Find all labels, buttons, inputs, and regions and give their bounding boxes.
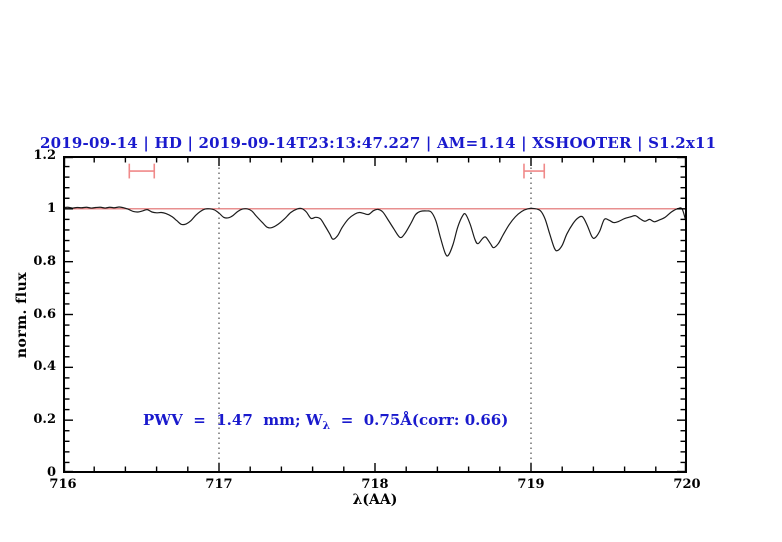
y-tick-label: 0	[46, 465, 56, 480]
y-tick-label: 0.2	[33, 412, 56, 428]
y-tick-label: 1	[46, 200, 56, 216]
y-tick-label: 0.8	[33, 253, 56, 269]
x-tick-label: 717	[205, 477, 233, 492]
y-axis-title: norm. flux	[14, 271, 30, 359]
x-tick-label: 716	[49, 477, 77, 492]
plot-title: 2019-09-14 | HD | 2019-09-14T23:13:47.22…	[40, 134, 717, 152]
x-axis-title: λ(AA)	[352, 492, 398, 508]
observed-spectrum-curve	[63, 206, 687, 257]
y-tick-label: 1.2	[33, 148, 56, 163]
pwv-annotation-suffix: = 0.75Å(corr: 0.66)	[330, 411, 509, 429]
pwv-annotation: PWV = 1.47 mm; Wλ = 0.75Å(corr: 0.66)	[143, 411, 508, 432]
y-tick-label: 0.6	[33, 306, 56, 322]
y-tick-label: 0.4	[33, 359, 56, 375]
x-tick-label: 719	[517, 477, 545, 492]
spectrum-plot-svg	[63, 156, 687, 473]
pwv-annotation-subscript: λ	[322, 419, 331, 432]
pwv-annotation-prefix: PWV = 1.47 mm; W	[143, 411, 323, 429]
x-tick-label: 718	[361, 477, 389, 492]
plot-frame	[63, 156, 687, 473]
x-tick-label: 720	[673, 477, 701, 492]
